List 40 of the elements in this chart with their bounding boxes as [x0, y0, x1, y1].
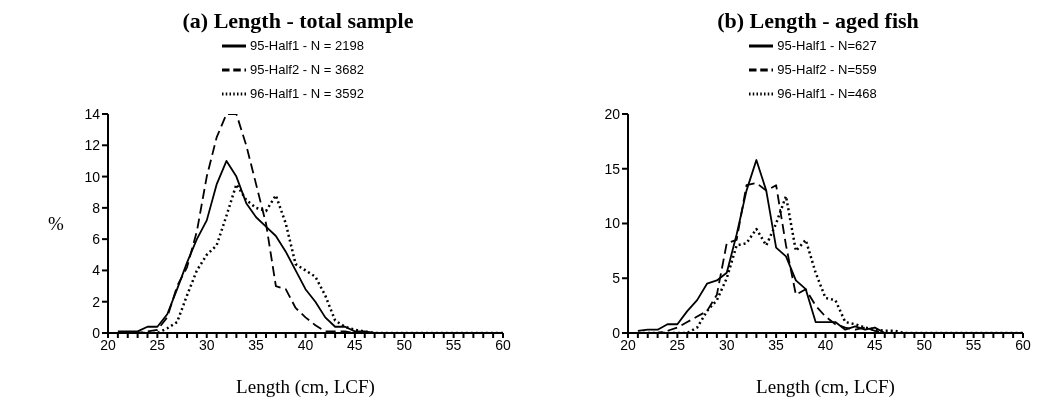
y-tick-label: 10 [84, 168, 101, 185]
y-tick-label: 5 [612, 270, 621, 287]
y-tick-label: 20 [604, 105, 621, 122]
y-tick-label: 0 [612, 324, 621, 341]
x-tick-label: 40 [817, 336, 834, 353]
x-tick-label: 60 [1015, 336, 1031, 353]
legend-label: 95-Half2 - N=559 [777, 61, 877, 77]
y-tick-label: 15 [604, 160, 621, 177]
chart-title: (b) Length - aged fish [716, 8, 920, 34]
legend-label: 95-Half1 - N=627 [777, 37, 877, 53]
y-tick-label: 12 [84, 137, 101, 154]
x-tick-label: 60 [495, 336, 511, 353]
y-tick-label: 6 [92, 231, 101, 248]
x-tick-label: 55 [445, 336, 462, 353]
legend-label: 96-Half1 - N = 3592 [250, 85, 364, 101]
y-tick-label: 10 [604, 215, 621, 232]
x-tick-label: 35 [768, 336, 785, 353]
legend-label: 95-Half1 - N = 2198 [250, 37, 364, 53]
x-tick-label: 30 [198, 336, 215, 353]
chart-title: (a) Length - total sample [181, 8, 415, 34]
x-tick-label: 45 [867, 336, 883, 353]
x-tick-label: 25 [149, 336, 166, 353]
x-tick-label: 55 [965, 336, 982, 353]
x-tick-label: 25 [669, 336, 686, 353]
legend-label: 96-Half1 - N=468 [777, 85, 877, 101]
x-tick-label: 40 [297, 336, 314, 353]
y-tick-label: 0 [92, 324, 101, 341]
x-tick-label: 30 [718, 336, 735, 353]
x-tick-label: 50 [396, 336, 413, 353]
x-axis-title: Length (cm, LCF) [236, 376, 375, 398]
y-axis-title: % [48, 213, 64, 235]
x-tick-label: 45 [347, 336, 363, 353]
y-tick-label: 14 [84, 105, 101, 122]
y-tick-label: 4 [92, 262, 101, 279]
y-tick-label: 8 [92, 199, 101, 216]
x-axis-title: Length (cm, LCF) [756, 376, 895, 398]
x-tick-label: 50 [916, 336, 933, 353]
y-tick-label: 2 [92, 293, 101, 310]
legend-label: 95-Half2 - N = 3682 [250, 61, 364, 77]
x-tick-label: 35 [248, 336, 265, 353]
